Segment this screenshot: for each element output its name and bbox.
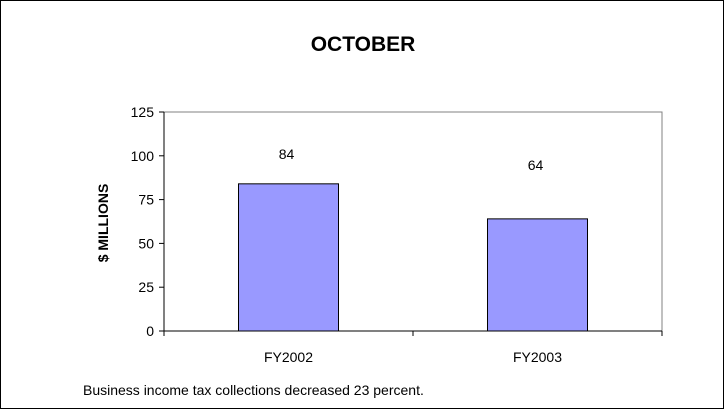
- y-tick-label: 0: [146, 323, 154, 339]
- caption: Business income tax collections decrease…: [83, 382, 424, 398]
- y-tick-label: 100: [131, 148, 155, 164]
- y-axis-label: $ MILLIONS: [95, 184, 111, 263]
- x-tick-label: FY2003: [513, 349, 562, 365]
- bar: [238, 183, 339, 332]
- y-tick-label: 125: [131, 104, 155, 120]
- y-tick-label: 50: [138, 235, 154, 251]
- data-label: 84: [279, 146, 295, 162]
- data-label: 64: [528, 157, 544, 173]
- x-tick-label: FY2002: [264, 349, 313, 365]
- y-tick-label: 25: [138, 279, 154, 295]
- chart-title: OCTOBER: [311, 33, 416, 56]
- y-tick-label: 75: [138, 192, 154, 208]
- bar: [487, 218, 588, 332]
